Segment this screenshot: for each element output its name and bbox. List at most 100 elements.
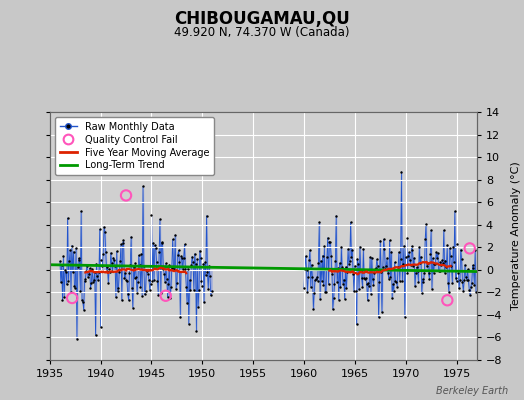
Point: [113, 288, 122, 294]
Point: [67, 288, 75, 295]
Point: [401, 314, 409, 320]
Point: [334, 296, 343, 303]
Point: [380, 246, 389, 252]
Point: [138, 293, 146, 299]
Point: [340, 276, 348, 283]
Point: [369, 281, 378, 288]
Point: [165, 262, 173, 268]
Point: [426, 250, 434, 257]
Point: [107, 260, 116, 266]
Point: [449, 243, 457, 250]
Point: [183, 300, 191, 306]
Point: [374, 314, 383, 320]
Point: [455, 285, 463, 291]
Point: [329, 306, 337, 312]
Point: [77, 208, 85, 214]
Point: [368, 276, 377, 282]
Point: [456, 277, 464, 284]
Point: [162, 260, 170, 267]
Point: [150, 277, 158, 284]
Point: [156, 216, 164, 222]
Point: [83, 263, 91, 269]
Point: [379, 264, 387, 270]
Point: [66, 247, 74, 253]
Point: [168, 236, 177, 242]
Point: [453, 241, 462, 248]
Point: [418, 290, 426, 296]
Point: [86, 285, 95, 291]
Point: [70, 283, 79, 290]
Point: [435, 268, 444, 274]
Point: [184, 321, 193, 327]
Point: [152, 258, 161, 265]
Point: [347, 254, 356, 260]
Point: [352, 288, 360, 294]
Point: [94, 277, 102, 284]
Point: [451, 208, 459, 214]
Point: [341, 264, 350, 270]
Point: [69, 269, 77, 275]
Point: [80, 307, 88, 313]
Point: [348, 246, 356, 253]
Point: [465, 286, 473, 293]
Point: [60, 294, 68, 301]
Point: [360, 275, 368, 281]
Point: [375, 279, 384, 286]
Point: [390, 288, 398, 294]
Point: [353, 256, 362, 262]
Point: [85, 265, 94, 272]
Point: [445, 288, 453, 295]
Point: [74, 255, 83, 262]
Point: [463, 266, 472, 273]
Point: [115, 268, 124, 275]
Point: [192, 328, 201, 334]
Point: [104, 280, 113, 286]
Point: [311, 277, 319, 283]
Point: [430, 270, 438, 276]
Point: [84, 271, 93, 278]
Point: [106, 250, 115, 256]
Point: [149, 240, 157, 246]
Point: [166, 295, 174, 302]
Legend: Raw Monthly Data, Quality Control Fail, Five Year Moving Average, Long-Term Tren: Raw Monthly Data, Quality Control Fail, …: [54, 117, 214, 175]
Point: [423, 260, 432, 266]
Point: [137, 251, 146, 257]
Point: [89, 279, 97, 285]
Point: [463, 277, 471, 283]
Point: [95, 269, 103, 275]
Point: [365, 283, 374, 289]
Point: [187, 262, 195, 268]
Point: [158, 240, 167, 247]
Point: [445, 244, 454, 251]
Point: [419, 279, 428, 286]
Point: [144, 271, 152, 278]
Point: [424, 270, 433, 276]
Point: [68, 295, 77, 301]
Point: [176, 314, 184, 320]
Point: [106, 269, 114, 276]
Point: [189, 259, 197, 265]
Point: [321, 289, 330, 295]
Point: [203, 269, 212, 275]
Point: [112, 294, 120, 300]
Point: [208, 288, 216, 294]
Point: [169, 264, 178, 270]
Point: [447, 263, 455, 269]
Point: [124, 291, 132, 297]
Point: [334, 265, 342, 272]
Point: [174, 247, 183, 254]
Point: [135, 252, 143, 258]
Point: [413, 268, 422, 274]
Point: [202, 272, 210, 278]
Point: [78, 297, 86, 303]
Point: [357, 275, 366, 282]
Point: [437, 262, 445, 268]
Point: [118, 240, 127, 246]
Point: [146, 281, 155, 287]
Point: [84, 274, 92, 280]
Point: [135, 262, 144, 268]
Point: [336, 284, 345, 290]
Point: [405, 249, 413, 255]
Point: [113, 248, 121, 254]
Point: [300, 285, 308, 291]
